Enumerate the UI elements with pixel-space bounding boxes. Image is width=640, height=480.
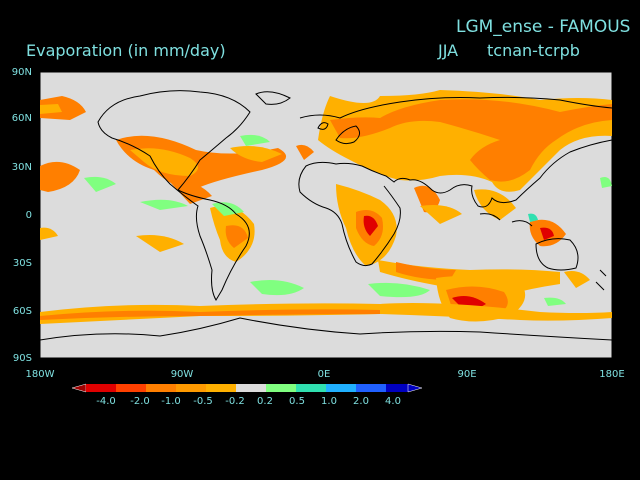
colorbar-box [86, 384, 116, 392]
lon-label: 180W [25, 369, 55, 380]
lat-label: 60S [12, 306, 32, 317]
colorbar-box [206, 384, 236, 392]
colorbar-label: -0.5 [193, 396, 213, 407]
lat-label: 30N [11, 162, 32, 173]
colorbar-tri-high [407, 383, 423, 393]
lat-label: 30S [12, 258, 32, 269]
lat-label: 90N [11, 67, 32, 78]
lon-label: 90W [170, 369, 194, 380]
lon-label: 0E [317, 369, 331, 380]
colorbar-box [146, 384, 176, 392]
colorbar-tri-low [71, 383, 87, 393]
colorbar-label: 0.2 [257, 396, 273, 407]
colorbar-box [326, 384, 356, 392]
colorbar-box [176, 384, 206, 392]
lat-label: 0 [25, 210, 32, 221]
lat-label: 90S [12, 353, 32, 364]
colorbar-label: -0.2 [225, 396, 245, 407]
colorbar-label: 0.5 [289, 396, 305, 407]
colorbar-label: -1.0 [161, 396, 181, 407]
season-label: JJA [438, 41, 459, 60]
colorbar-box [266, 384, 296, 392]
subtitle: Evaporation (in mm/day) [26, 41, 226, 60]
lon-label: 180E [599, 369, 625, 380]
colorbar-label: 1.0 [321, 396, 337, 407]
colorbar-label: 4.0 [385, 396, 401, 407]
colorbar-label: -4.0 [96, 396, 116, 407]
colorbar-box [386, 384, 408, 392]
anomaly-fields [40, 90, 612, 324]
colorbar-label: -2.0 [130, 396, 150, 407]
lon-label: 90E [457, 369, 477, 380]
colorbar-box [296, 384, 326, 392]
difference-label: tcnan-tcrpb [487, 41, 580, 60]
colorbar-box [236, 384, 266, 392]
colorbar-box [116, 384, 146, 392]
title: LGM_ense - FAMOUS [456, 17, 631, 37]
lat-label: 60N [11, 113, 32, 124]
coastlines [39, 90, 613, 341]
colorbar-box [356, 384, 386, 392]
colorbar-label: 2.0 [353, 396, 369, 407]
